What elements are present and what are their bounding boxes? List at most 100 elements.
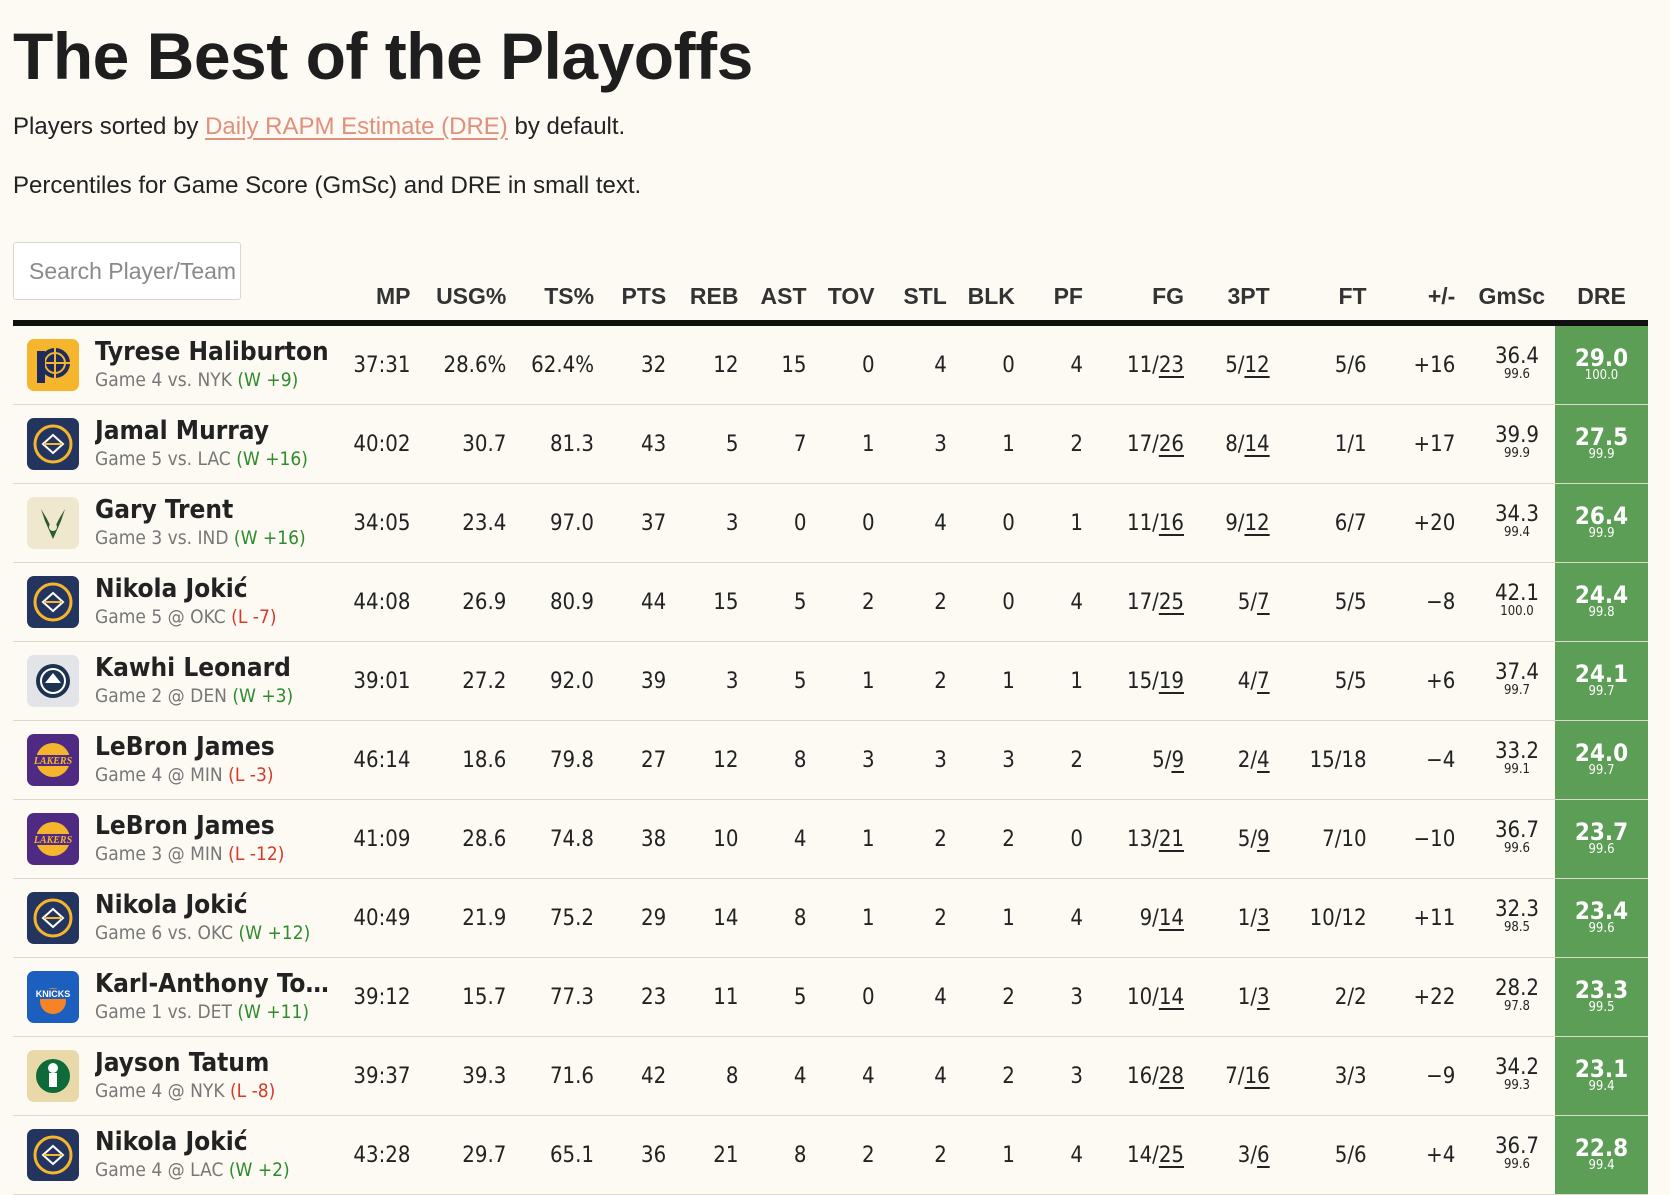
gmsc-value: 36.7	[1494, 818, 1540, 843]
mp-cell: 39:01	[337, 641, 421, 721]
table-row[interactable]: Kawhi Leonard Game 2 @ DEN (W +3) 39:01 27.…	[13, 641, 1648, 721]
player-cell[interactable]: Tyrese Haliburton Game 4 vs. NYK (W +9)	[13, 323, 338, 405]
player-cell[interactable]: Jayson Tatum Game 4 @ NYK (L -8)	[13, 1036, 338, 1116]
table-row[interactable]: Jamal Murray Game 5 vs. LAC (W +16) 40:02 3…	[13, 404, 1648, 484]
player-cell[interactable]: Nikola Jokić Game 5 @ OKC (L -7)	[13, 562, 338, 642]
player-cell[interactable]: Kawhi Leonard Game 2 @ DEN (W +3)	[13, 641, 338, 721]
col-header-pts[interactable]: PTS	[604, 260, 677, 326]
col-header-pf[interactable]: PF	[1024, 260, 1093, 326]
ts-cell: 62.4%	[516, 323, 605, 405]
table-row[interactable]: Gary Trent Game 3 vs. IND (W +16) 34:05 23.…	[13, 483, 1648, 563]
ft-cell: 3/3	[1279, 1036, 1377, 1116]
fg-cell: 15/19	[1092, 641, 1195, 721]
fg-cell: 16/28	[1092, 1036, 1195, 1116]
player-name[interactable]: LeBron James	[95, 811, 275, 841]
ts-cell: 92.0	[516, 641, 605, 721]
table-row[interactable]: Nikola Jokić Game 6 vs. OKC (W +12) 40:49 2…	[13, 878, 1648, 958]
game-result: (W +2)	[228, 1159, 290, 1181]
player-name[interactable]: Jamal Murray	[95, 416, 270, 446]
col-header-plus-minus[interactable]: +/-	[1376, 260, 1466, 326]
3pt-attempted: 16	[1244, 1063, 1270, 1089]
player-name[interactable]: Kawhi Leonard	[95, 653, 291, 683]
player-name[interactable]: Tyrese Haliburton	[95, 337, 329, 367]
col-header-ast[interactable]: AST	[748, 260, 817, 326]
percentile-note: Percentiles for Game Score (GmSc) and DR…	[13, 172, 642, 199]
player-name[interactable]: LeBron James	[95, 732, 275, 762]
ft-cell: 5/6	[1279, 323, 1377, 405]
player-cell[interactable]: LAKERS LeBron James Game 4 @ MIN (L -3)	[13, 720, 338, 800]
3pt-made: 1	[1237, 984, 1251, 1010]
dre-link[interactable]: Daily RAPM Estimate (DRE)	[205, 113, 508, 140]
page-title: The Best of the Playoffs	[13, 19, 753, 93]
fg-made: 13	[1126, 826, 1153, 852]
col-header-tov[interactable]: TOV	[816, 260, 885, 326]
table-row[interactable]: LAKERS LeBron James Game 3 @ MIN (L -12) 41…	[13, 799, 1648, 879]
ts-cell: 71.6	[516, 1036, 605, 1116]
player-cell[interactable]: Nikola Jokić Game 6 vs. OKC (W +12)	[13, 878, 338, 958]
blk-cell: 0	[956, 562, 1025, 642]
reb-cell: 3	[676, 483, 749, 563]
col-header-gmsc[interactable]: GmSc	[1465, 260, 1556, 326]
col-header-3pt[interactable]: 3PT	[1194, 260, 1280, 326]
mp-cell: 41:09	[337, 799, 421, 879]
dre-cell: 23.3 99.5	[1555, 957, 1648, 1037]
game-label: Game 5 @ OKC	[95, 606, 226, 628]
player-cell[interactable]: Jamal Murray Game 5 vs. LAC (W +16)	[13, 404, 338, 484]
table-row[interactable]: LAKERS LeBron James Game 4 @ MIN (L -3) 46:…	[13, 720, 1648, 800]
col-header-reb[interactable]: REB	[676, 260, 749, 326]
stl-cell: 2	[884, 562, 957, 642]
game-result: (L -12)	[228, 843, 285, 865]
player-name[interactable]: Nikola Jokić	[95, 1127, 248, 1157]
col-header-dre[interactable]: DRE	[1555, 260, 1648, 326]
dre-cell: 29.0 100.0	[1555, 323, 1648, 405]
tov-cell: 0	[816, 323, 885, 405]
pts-cell: 44	[604, 562, 677, 642]
dre-percentile: 99.6	[1588, 921, 1615, 936]
table-row[interactable]: Jayson Tatum Game 4 @ NYK (L -8) 39:37 39.3…	[13, 1036, 1648, 1116]
table-row[interactable]: Nikola Jokić Game 5 @ OKC (L -7) 44:08 26.9…	[13, 562, 1648, 642]
pf-cell: 1	[1024, 641, 1093, 721]
col-header-blk[interactable]: BLK	[956, 260, 1025, 326]
mp-cell: 40:02	[337, 404, 421, 484]
tov-cell: 3	[816, 720, 885, 800]
player-name[interactable]: Karl-Anthony Town....	[95, 969, 335, 999]
table-row[interactable]: Tyrese Haliburton Game 4 vs. NYK (W +9) 37…	[13, 323, 1648, 405]
dre-value: 23.3	[1574, 976, 1629, 1004]
col-header-stl[interactable]: STL	[884, 260, 957, 326]
ts-cell: 77.3	[516, 957, 605, 1037]
player-name[interactable]: Nikola Jokić	[95, 890, 248, 920]
plus-minus-cell: +20	[1376, 483, 1466, 563]
3pt-made: 5	[1237, 826, 1251, 852]
game-label: Game 2 @ DEN	[95, 685, 227, 707]
table-row[interactable]: KNICKS Karl-Anthony Town....Game 1 vs. DE…	[13, 957, 1648, 1037]
3pt-cell: 1/3	[1194, 957, 1280, 1037]
player-cell[interactable]: Gary Trent Game 3 vs. IND (W +16)	[13, 483, 338, 563]
table-row[interactable]: Nikola Jokić Game 4 @ LAC (W +2) 43:28 29.7…	[13, 1115, 1648, 1195]
player-name[interactable]: Jayson Tatum	[95, 1048, 270, 1078]
mp-cell: 37:31	[337, 323, 421, 405]
plus-minus-cell: −9	[1376, 1036, 1466, 1116]
player-name[interactable]: Nikola Jokić	[95, 574, 248, 604]
player-cell[interactable]: Nikola Jokić Game 4 @ LAC (W +2)	[13, 1115, 338, 1195]
nuggets-logo	[27, 1129, 79, 1181]
gmsc-value: 32.3	[1494, 897, 1540, 922]
player-cell[interactable]: KNICKS Karl-Anthony Town....Game 1 vs. DE…	[13, 957, 338, 1037]
stl-cell: 4	[884, 323, 957, 405]
blk-cell: 1	[956, 1115, 1025, 1195]
col-header-usg[interactable]: USG%	[420, 260, 517, 326]
player-cell[interactable]: LAKERS LeBron James Game 3 @ MIN (L -12)	[13, 799, 338, 879]
reb-cell: 3	[676, 641, 749, 721]
gmsc-percentile: 97.8	[1503, 999, 1531, 1014]
game-result: (W +16)	[236, 448, 308, 470]
usg-cell: 23.4	[420, 483, 517, 563]
col-header-ft[interactable]: FT	[1279, 260, 1377, 326]
col-header-fg[interactable]: FG	[1092, 260, 1195, 326]
player-name[interactable]: Gary Trent	[95, 495, 234, 525]
ts-cell: 74.8	[516, 799, 605, 879]
usg-cell: 30.7	[420, 404, 517, 484]
col-header-ts[interactable]: TS%	[516, 260, 605, 326]
col-header-mp[interactable]: MP	[337, 260, 421, 326]
gmsc-value: 33.2	[1494, 739, 1540, 764]
search-input[interactable]	[13, 242, 241, 300]
game-label: Game 6 vs. OKC	[95, 922, 234, 944]
